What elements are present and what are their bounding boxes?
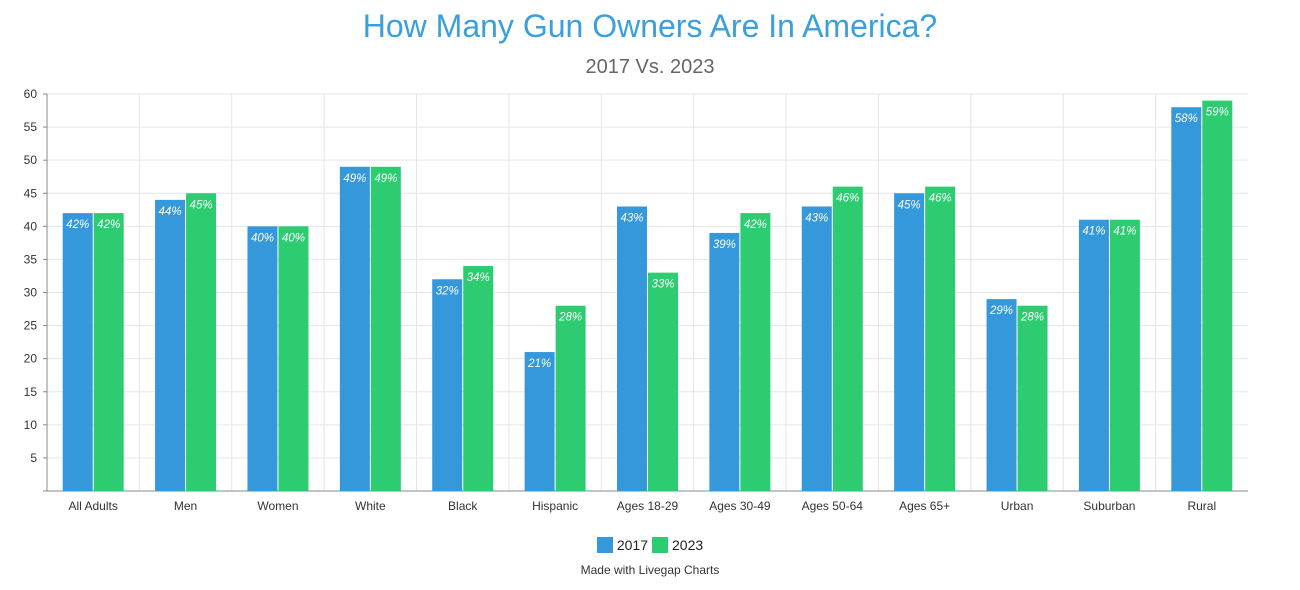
data-label: 49% — [343, 173, 366, 185]
data-label: 46% — [836, 193, 859, 205]
bar-2017[interactable] — [247, 226, 278, 492]
bar-2017[interactable] — [894, 193, 925, 491]
data-label: 45% — [898, 199, 921, 211]
chart-title: How Many Gun Owners Are In America? — [362, 8, 938, 44]
bar-2017[interactable] — [1171, 107, 1202, 491]
y-tick-label: 45 — [24, 186, 38, 200]
chart-subtitle: 2017 Vs. 2023 — [585, 56, 715, 78]
x-tick-label: Rural — [1187, 499, 1216, 513]
bar-2023[interactable] — [1202, 100, 1233, 491]
bar-2023[interactable] — [463, 266, 494, 491]
bar-2017[interactable] — [62, 213, 93, 491]
y-tick-label: 20 — [24, 352, 38, 366]
data-label: 28% — [558, 312, 582, 324]
legend-item-2017[interactable]: 2017 — [596, 537, 648, 553]
y-tick-label: 60 — [24, 87, 38, 101]
data-label: 39% — [713, 239, 736, 251]
x-tick-label: All Adults — [69, 499, 118, 513]
data-label: 40% — [282, 232, 305, 244]
bar-2023[interactable] — [278, 226, 309, 492]
bar-2023[interactable] — [555, 305, 586, 491]
x-tick-label: Men — [174, 499, 197, 513]
data-label: 41% — [1113, 226, 1136, 238]
legend-label-2023: 2023 — [672, 537, 704, 553]
data-label: 46% — [929, 193, 952, 205]
footer-credit: Made with Livegap Charts — [580, 563, 720, 577]
data-label: 34% — [467, 272, 490, 284]
data-label: 44% — [159, 206, 182, 218]
bar-2023[interactable] — [1109, 219, 1140, 491]
data-label: 42% — [97, 219, 120, 231]
x-tick-label: Ages 65+ — [899, 499, 950, 513]
data-label: 32% — [436, 285, 459, 297]
bar-2023[interactable] — [832, 186, 863, 491]
bar-2017[interactable] — [524, 352, 555, 491]
x-tick-label: Ages 18-29 — [617, 499, 679, 513]
data-label: 45% — [190, 199, 213, 211]
bar-2017[interactable] — [709, 232, 740, 491]
bar-2017[interactable] — [155, 199, 186, 491]
legend-item-2023[interactable]: 2023 — [652, 537, 703, 553]
x-tick-label: Women — [257, 499, 298, 513]
x-tick-label: Hispanic — [532, 499, 578, 513]
bar-2017[interactable] — [617, 206, 647, 491]
data-label: 58% — [1175, 113, 1198, 125]
bar-2017[interactable] — [339, 166, 370, 492]
data-label: 42% — [744, 219, 767, 231]
y-tick-label: 5 — [30, 451, 37, 465]
bar-2023[interactable] — [186, 193, 217, 491]
bar-2017[interactable] — [801, 206, 832, 491]
data-label: 59% — [1206, 107, 1229, 119]
data-label: 41% — [1082, 226, 1105, 238]
y-tick-label: 25 — [24, 319, 38, 333]
bar-2023[interactable] — [648, 272, 678, 491]
x-tick-label: White — [355, 499, 386, 513]
x-tick-label: Ages 50-64 — [802, 499, 864, 513]
data-label: 28% — [1020, 312, 1044, 324]
legend-swatch-2023 — [652, 537, 668, 553]
x-tick-label: Suburban — [1083, 499, 1135, 513]
y-tick-label: 50 — [24, 153, 38, 167]
data-label: 49% — [374, 173, 397, 185]
bar-2023[interactable] — [925, 186, 956, 491]
bar-2017[interactable] — [1078, 219, 1109, 491]
bar-2023[interactable] — [740, 213, 771, 491]
legend: 2017 2023 — [0, 537, 1300, 553]
y-tick-label: 10 — [24, 418, 38, 432]
data-label: 21% — [527, 358, 551, 370]
data-label: 43% — [805, 212, 828, 224]
data-label: 43% — [620, 212, 643, 224]
bar-2023[interactable] — [1017, 305, 1048, 491]
data-label: 29% — [989, 305, 1013, 317]
y-tick-label: 15 — [24, 385, 38, 399]
x-tick-label: Ages 30-49 — [709, 499, 771, 513]
y-tick-label: 30 — [24, 286, 38, 300]
legend-label-2017: 2017 — [616, 537, 648, 553]
bar-2023[interactable] — [370, 166, 401, 492]
data-label: 33% — [651, 279, 674, 291]
data-label: 40% — [251, 232, 274, 244]
bar-2017[interactable] — [432, 279, 463, 491]
y-tick-label: 55 — [24, 120, 38, 134]
x-tick-label: Urban — [1001, 499, 1034, 513]
bar-2017[interactable] — [986, 299, 1017, 491]
x-tick-label: Black — [448, 499, 478, 513]
legend-swatch-2017 — [596, 537, 613, 553]
bar-2023[interactable] — [93, 213, 124, 491]
y-tick-label: 40 — [24, 219, 38, 233]
y-tick-label: 35 — [24, 252, 38, 266]
data-label: 42% — [66, 219, 89, 231]
